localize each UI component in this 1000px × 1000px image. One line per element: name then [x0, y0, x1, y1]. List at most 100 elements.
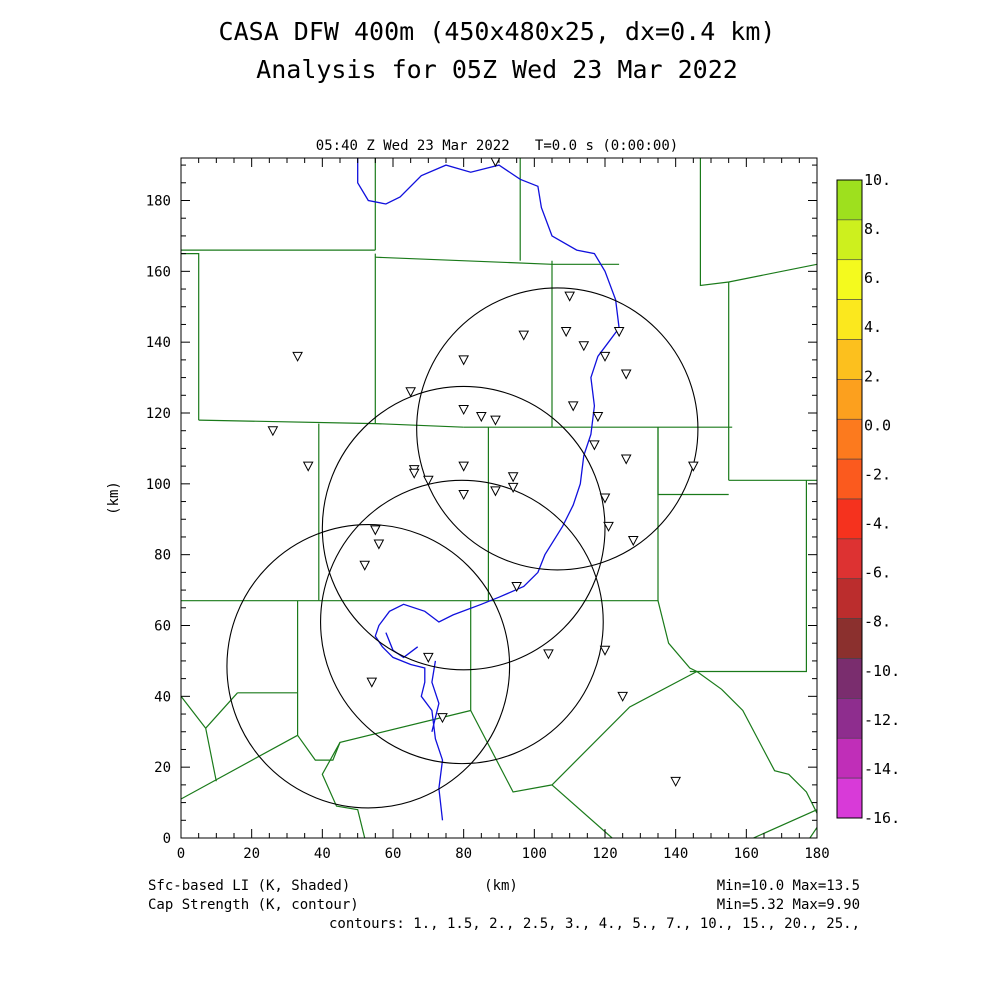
county-boundary: [297, 709, 471, 761]
x-tick-label: 120: [592, 846, 617, 862]
colorbar-swatch: [836, 379, 863, 420]
river-line: [431, 660, 440, 732]
radar-range-ring: [320, 479, 604, 765]
colorbar-swatch: [836, 618, 863, 659]
station-marker: [476, 412, 487, 423]
colorbar-label: 8.: [864, 220, 882, 238]
station-marker: [423, 475, 434, 486]
station-marker: [366, 677, 378, 688]
y-tick-label: 60: [154, 619, 171, 635]
radar-range-ring: [321, 385, 606, 671]
station-marker: [620, 369, 632, 380]
county-boundary: [551, 784, 613, 838]
station-marker: [302, 461, 314, 472]
county-boundary: [728, 263, 817, 283]
station-marker: [373, 539, 385, 550]
station-marker: [620, 454, 632, 465]
station-marker: [408, 468, 420, 479]
y-tick-label: 40: [154, 689, 171, 705]
colorbar-swatch: [836, 698, 863, 739]
station-marker: [567, 401, 579, 412]
shaded-field-label: Sfc-based LI (K, Shaded): [148, 878, 350, 894]
valid-time-subtitle: 05:40 Z Wed 23 Mar 2022 T=0.0 s (0:00:00…: [316, 138, 678, 154]
colorbar-label: -4.: [864, 515, 891, 533]
contour-levels: contours: 1., 1.5, 2., 2.5, 3., 4., 5., …: [329, 916, 860, 932]
colorbar-swatch: [836, 538, 863, 580]
county-boundary: [205, 692, 238, 729]
county-boundary: [470, 670, 698, 793]
station-marker: [578, 341, 590, 352]
x-tick-label: 100: [522, 846, 547, 862]
station-marker: [405, 387, 416, 398]
station-marker: [511, 582, 522, 593]
station-marker: [599, 493, 611, 504]
county-boundary: [181, 253, 200, 421]
colorbar: 10. 8. 6. 4. 2. 0.0 -2. -4. -6. -8. -10. -12. -14. -1…: [836, 171, 900, 827]
county-boundary: [753, 809, 817, 838]
shaded-field-stats: Min=10.0 Max=13.5: [717, 878, 860, 894]
station-marker: [670, 776, 681, 787]
station-marker: [359, 560, 371, 571]
county-boundary: [699, 158, 729, 287]
county-boundary: [375, 256, 620, 265]
radar-range-ring: [416, 287, 699, 571]
colorbar-label: 4.: [864, 318, 882, 336]
station-marker: [490, 158, 501, 168]
colorbar-label: -6.: [864, 564, 891, 582]
radar-range-ring: [226, 524, 511, 809]
station-marker: [370, 525, 381, 536]
station-marker: [458, 404, 469, 416]
station-marker: [543, 649, 554, 660]
station-marker: [490, 486, 501, 497]
station-marker: [458, 489, 469, 501]
station-marker: [688, 461, 699, 472]
colorbar-label: -16.: [864, 809, 900, 827]
river-line: [385, 632, 419, 659]
y-tick-label: 140: [146, 335, 171, 351]
contour-field-label: Cap Strength (K, contour): [148, 897, 359, 913]
station-marker: [458, 461, 469, 472]
county-boundary: [181, 695, 217, 782]
station-marker: [490, 415, 501, 426]
x-tick-label: 40: [314, 846, 331, 862]
county-boundary: [657, 600, 817, 814]
station-marker: [599, 351, 611, 362]
y-tick-label: 0: [163, 831, 171, 847]
x-tick-label: 0: [177, 846, 185, 862]
colorbar-label: 6.: [864, 269, 882, 287]
colorbar-label: 2.: [864, 367, 882, 385]
station-marker: [267, 426, 279, 437]
x-tick-label: 160: [734, 846, 759, 862]
map-area: [181, 158, 817, 838]
colorbar-swatch: [836, 259, 863, 300]
county-boundary: [689, 480, 808, 673]
station-marker: [589, 440, 600, 451]
y-tick-label: 80: [154, 548, 171, 564]
x-tick-label: 60: [385, 846, 402, 862]
colorbar-label: -10.: [864, 662, 900, 680]
station-marker: [592, 412, 604, 423]
colorbar-swatch: [836, 418, 863, 460]
station-marker: [458, 355, 469, 366]
colorbar-swatch: [836, 578, 863, 619]
station-marker: [507, 482, 519, 493]
colorbar-swatch: [836, 179, 863, 221]
y-axis-label: (km): [106, 481, 122, 515]
colorbar-swatch: [836, 777, 863, 819]
county-boundary: [181, 734, 298, 800]
y-tick-label: 120: [146, 406, 171, 422]
contour-field-stats: Min=5.32 Max=9.90: [717, 897, 860, 913]
station-marker: [292, 351, 303, 362]
station-marker: [560, 327, 572, 338]
colorbar-swatch: [836, 737, 863, 779]
colorbar-label: -8.: [864, 613, 891, 631]
station-marker: [518, 330, 530, 341]
x-tick-label: 20: [243, 846, 260, 862]
colorbar-swatch: [836, 458, 863, 500]
colorbar-frame: [836, 179, 863, 819]
colorbar-swatch: [836, 339, 863, 380]
colorbar-swatch: [836, 299, 863, 340]
x-tick-label: 80: [455, 846, 472, 862]
station-marker: [437, 713, 448, 724]
